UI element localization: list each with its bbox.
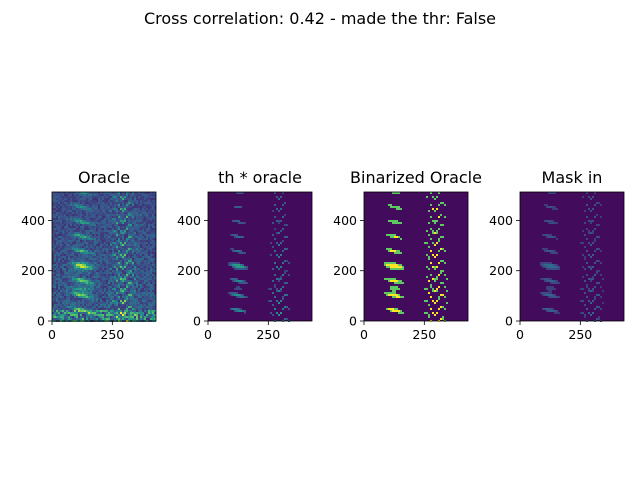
panel-title: Mask in (542, 168, 603, 187)
y-tick-label: 0 (193, 314, 201, 329)
axes-frame (207, 191, 313, 322)
panel-3: Binarized Oracle 0 250 0 200 400 (333, 168, 482, 342)
heatmap-background (208, 192, 312, 321)
panel-4: Mask in 0 250 0 200 400 (489, 168, 625, 342)
y-tick-label: 0 (349, 314, 357, 329)
y-tick-label: 200 (177, 263, 201, 278)
y-tick-label: 200 (489, 263, 513, 278)
x-tick-label: 0 (204, 327, 212, 342)
y-tick-label: 400 (177, 213, 201, 228)
panel-1: Oracle 0 250 0 200 400 (21, 168, 157, 342)
x-tick-label: 0 (360, 327, 368, 342)
x-tick-label: 250 (100, 327, 124, 342)
y-tick-label: 200 (21, 263, 45, 278)
heatmap-cells (228, 192, 290, 322)
heatmap-cells (384, 192, 448, 322)
y-tick-label: 200 (333, 263, 357, 278)
y-tick-label: 400 (489, 213, 513, 228)
panel-title: th * oracle (218, 168, 302, 187)
x-tick-label: 0 (48, 327, 56, 342)
x-tick-label: 250 (256, 327, 280, 342)
panel-title: Oracle (78, 168, 130, 187)
heatmap-background (364, 192, 468, 321)
x-tick-label: 250 (412, 327, 436, 342)
figure-suptitle: Cross correlation: 0.42 - made the thr: … (144, 9, 496, 28)
axes-frame (51, 191, 157, 322)
y-tick-label: 0 (505, 314, 513, 329)
y-tick-label: 400 (333, 213, 357, 228)
panel-2: th * oracle 0 250 0 200 400 (177, 168, 313, 342)
y-tick-label: 400 (21, 213, 45, 228)
x-tick-label: 0 (516, 327, 524, 342)
heatmap-background (520, 192, 624, 321)
axes-frame (363, 191, 469, 322)
x-tick-label: 250 (568, 327, 592, 342)
axes-frame (519, 191, 625, 322)
y-tick-label: 0 (37, 314, 45, 329)
panel-title: Binarized Oracle (350, 168, 482, 187)
heatmap-cells (52, 192, 156, 322)
